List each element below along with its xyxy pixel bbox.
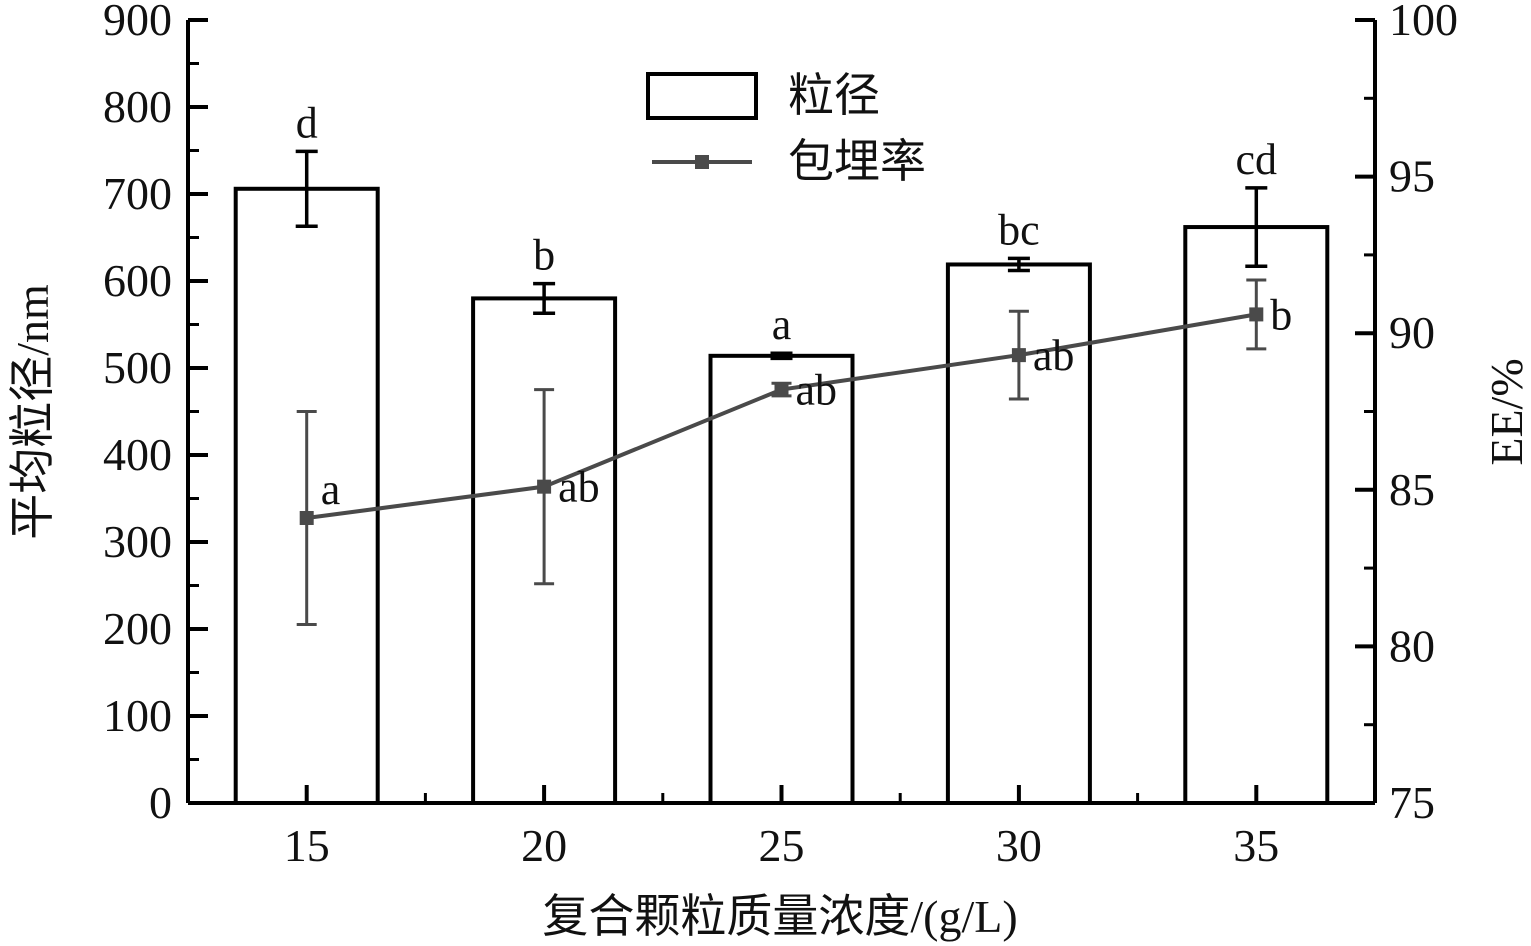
x-tick-label: 20 (521, 820, 567, 871)
y-left-tick-label: 200 (103, 603, 172, 654)
line-point-35 (1249, 307, 1264, 322)
line-point-30 (1011, 348, 1026, 363)
y-left-tick-label: 300 (103, 516, 172, 567)
bar-significance-letter: d (296, 98, 318, 147)
y-right-tick-label: 80 (1389, 620, 1435, 671)
bar-significance-letter: a (772, 300, 792, 349)
y-left-tick-label: 900 (103, 0, 172, 45)
bar-significance-letter: cd (1236, 135, 1278, 184)
bar-25 (708, 353, 855, 805)
bar-series-group: d b a bc cd (233, 98, 1330, 806)
y-left-tick-label: 700 (103, 168, 172, 219)
y-left-tick-label: 0 (149, 777, 172, 828)
y-left-tick-label: 600 (103, 255, 172, 306)
line-significance-letter: ab (796, 366, 838, 415)
line-significance-letter: b (1270, 290, 1292, 339)
y-left-tick-label: 400 (103, 429, 172, 480)
bar-significance-letter: b (533, 231, 555, 280)
x-axis-title: 复合颗粒质量浓度/(g/L) (542, 891, 1017, 942)
x-tick-label: 30 (996, 820, 1042, 871)
x-tick-label: 25 (759, 820, 805, 871)
y-right-tick-label: 75 (1389, 777, 1435, 828)
x-tick-label: 15 (284, 820, 330, 871)
line-significance-letter: ab (1033, 331, 1075, 380)
y-right-tick-label: 95 (1389, 151, 1435, 202)
y-left-tick-label: 800 (103, 81, 172, 132)
y-axis-right-title: EE/% (1481, 358, 1531, 465)
y-axis-left-title: 平均粒径/nm (7, 284, 58, 540)
y-left-tick-label: 500 (103, 342, 172, 393)
line-point-15 (299, 510, 314, 525)
line-point-25 (774, 382, 789, 397)
legend: 粒径 包埋率 (646, 70, 926, 187)
legend-label-bar: 粒径 (788, 70, 880, 121)
legend-swatch-bar (646, 72, 758, 120)
y-right-tick-label: 85 (1389, 464, 1435, 515)
axes-group: 0 100 200 300 400 500 600 700 800 900 75 80 85 90 95 10… (103, 0, 1458, 871)
bar-significance-letter: bc (998, 205, 1040, 254)
y-right-tick-label: 90 (1389, 307, 1435, 358)
line-significance-letter: a (321, 465, 341, 514)
legend-label-line: 包埋率 (788, 136, 926, 187)
y-right-tick-label: 100 (1389, 0, 1458, 45)
legend-swatch-marker (695, 155, 709, 169)
y-left-tick-label: 100 (103, 690, 172, 741)
x-tick-label: 35 (1233, 820, 1279, 871)
line-significance-letter: ab (558, 463, 600, 512)
line-point-20 (537, 479, 552, 494)
